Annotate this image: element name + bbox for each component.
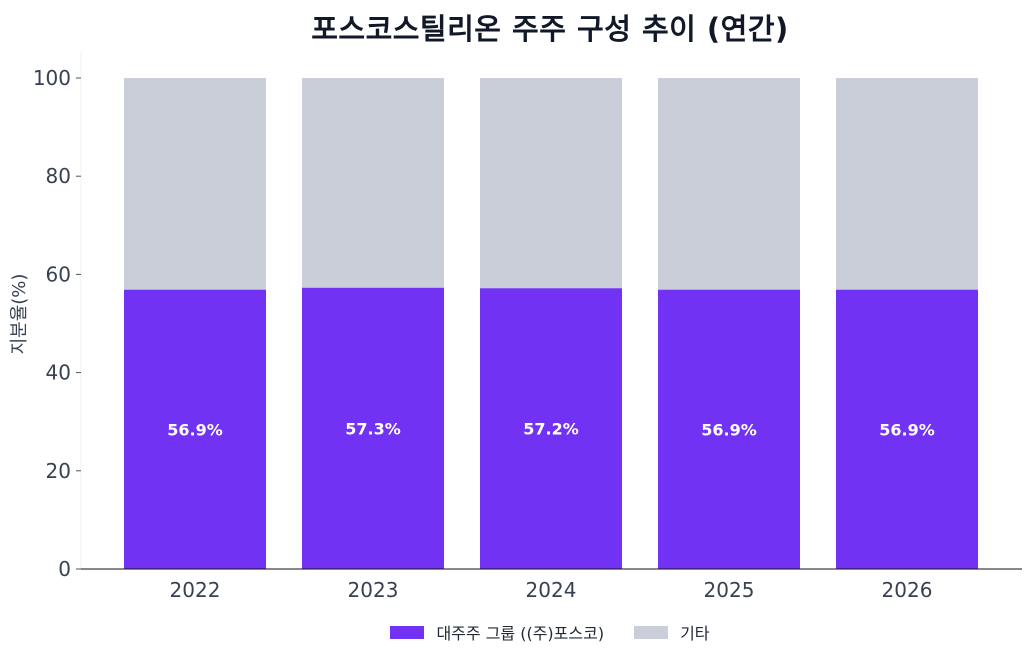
y-tick-label-40: 40 [46,361,71,385]
bars-group [124,78,978,569]
data-label-2024: 57.2% [523,420,579,439]
value-labels-group: 56.9% 57.3% 57.2% 56.9% 56.9% [167,419,935,439]
y-tick-label-20: 20 [46,459,71,483]
axes-group [80,52,1022,570]
bar-other-2023 [302,78,444,288]
legend-item-major-shareholder: 대주주 그룹 ((주)포스코) [390,620,604,644]
x-tick-label-2024: 2024 [526,578,577,602]
bar-major-2026 [836,289,978,569]
bar-other-2024 [480,78,622,289]
legend-label-major: 대주주 그룹 ((주)포스코) [436,624,605,643]
bar-major-2022 [124,289,266,569]
data-label-2025: 56.9% [701,420,757,439]
bar-other-2026 [836,78,978,290]
y-tick-label-60: 60 [46,262,71,286]
chart-title: 포스코스틸리온 주주 구성 추이 (연간) [311,12,789,46]
data-label-2022: 56.9% [167,420,223,439]
data-label-2026: 56.9% [879,420,935,439]
ticks-group: 2022 2023 2024 2025 2026 0 20 40 60 80 100 [33,66,933,602]
data-label-2023: 57.3% [345,419,401,438]
bar-major-2024 [480,288,622,569]
legend-swatch-other [634,625,669,639]
y-tick-label-80: 80 [46,164,71,188]
bar-other-2025 [658,78,800,290]
bar-other-2022 [124,78,266,290]
x-tick-label-2026: 2026 [882,578,933,602]
x-tick-label-2025: 2025 [704,578,755,602]
y-tick-label-100: 100 [33,66,71,90]
legend-label-other: 기타 [680,624,710,643]
y-axis-label: 지분율(%) [9,274,30,355]
bar-major-2025 [658,289,800,569]
x-tick-label-2023: 2023 [348,578,399,602]
legend: 대주주 그룹 ((주)포스코) 기타 [0,620,1030,644]
bar-major-2023 [302,287,444,569]
legend-swatch-major [390,625,425,639]
y-tick-label-0: 0 [58,557,71,581]
legend-item-other: 기타 [634,620,710,644]
x-tick-label-2022: 2022 [170,578,221,602]
